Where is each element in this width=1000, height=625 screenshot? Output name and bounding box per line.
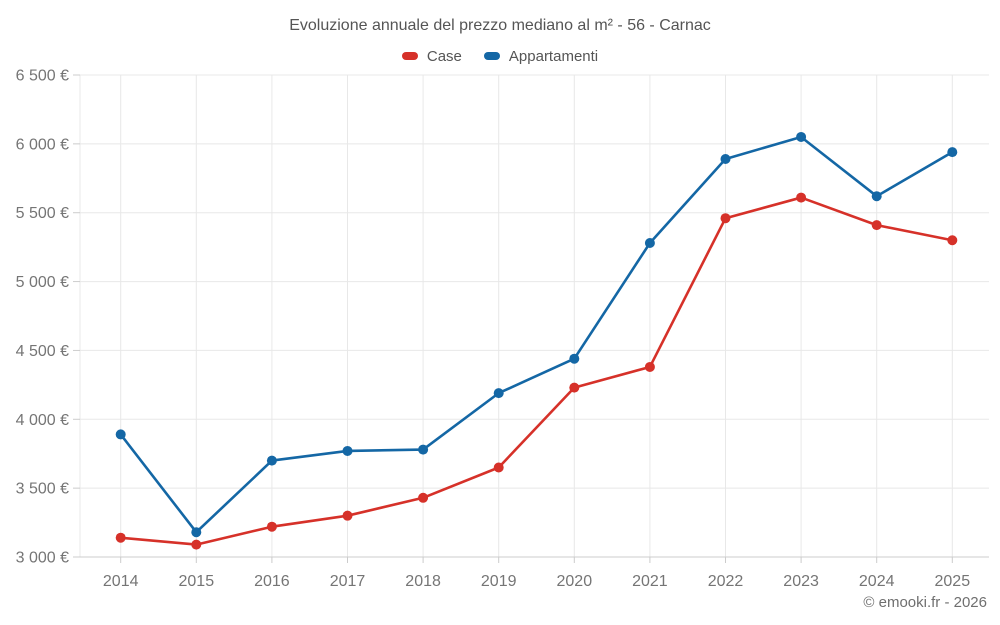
- data-point-appartamenti-2021[interactable]: [644, 238, 655, 249]
- data-point-case-2016[interactable]: [266, 521, 277, 532]
- data-point-appartamenti-2015[interactable]: [191, 527, 202, 538]
- data-point-case-2023[interactable]: [796, 192, 807, 203]
- x-tick-label: 2014: [103, 573, 139, 590]
- y-tick-label: 4 000 €: [16, 412, 69, 429]
- data-point-appartamenti-2019[interactable]: [493, 388, 504, 399]
- legend-item-appartamenti[interactable]: Appartamenti: [483, 47, 599, 65]
- y-tick-label: 4 500 €: [16, 343, 69, 360]
- legend-label-appartamenti: Appartamenti: [508, 47, 599, 65]
- data-point-appartamenti-2025[interactable]: [947, 147, 958, 158]
- x-tick-label: 2019: [481, 573, 517, 590]
- legend-label-case: Case: [426, 47, 462, 65]
- case-series-swatch-icon: [401, 52, 418, 60]
- data-point-case-2020[interactable]: [569, 382, 580, 393]
- data-point-appartamenti-2020[interactable]: [569, 353, 580, 364]
- copyright-credit: © emooki.fr - 2026: [863, 594, 987, 611]
- data-point-case-2019[interactable]: [493, 462, 504, 473]
- chart-title: Evoluzione annuale del prezzo mediano al…: [289, 17, 711, 34]
- x-tick-label: 2016: [254, 573, 290, 590]
- y-tick-label: 3 000 €: [16, 550, 69, 567]
- y-tick-label: 3 500 €: [16, 481, 69, 498]
- appartamenti-series-swatch-icon: [483, 52, 500, 60]
- x-tick-label: 2025: [935, 573, 971, 590]
- legend: Case Appartamenti: [0, 46, 1000, 66]
- data-point-case-2017[interactable]: [342, 510, 353, 521]
- data-point-case-2022[interactable]: [720, 213, 731, 224]
- x-tick-label: 2021: [632, 573, 668, 590]
- data-point-case-2018[interactable]: [418, 492, 429, 503]
- data-point-appartamenti-2014[interactable]: [115, 429, 126, 440]
- y-tick-label: 5 000 €: [16, 274, 69, 291]
- series-line-case: [119, 196, 954, 546]
- y-tick-label: 5 500 €: [16, 205, 69, 222]
- x-tick-label: 2023: [783, 573, 819, 590]
- y-tick-label: 6 500 €: [16, 68, 69, 85]
- x-tick-label: 2020: [557, 573, 593, 590]
- x-tick-label: 2022: [708, 573, 744, 590]
- data-point-appartamenti-2024[interactable]: [871, 191, 882, 202]
- data-point-appartamenti-2018[interactable]: [418, 444, 429, 455]
- data-point-appartamenti-2016[interactable]: [266, 455, 277, 466]
- y-tick-label: 6 000 €: [16, 136, 69, 153]
- data-point-appartamenti-2023[interactable]: [796, 131, 807, 142]
- data-point-case-2025[interactable]: [947, 235, 958, 246]
- data-point-case-2014[interactable]: [115, 532, 126, 543]
- data-point-case-2024[interactable]: [871, 220, 882, 231]
- data-point-appartamenti-2017[interactable]: [342, 445, 353, 456]
- data-point-case-2015[interactable]: [191, 539, 202, 550]
- legend-item-case[interactable]: Case: [401, 47, 462, 65]
- x-tick-label: 2017: [330, 573, 366, 590]
- series-line-appartamenti: [119, 135, 954, 534]
- data-point-case-2021[interactable]: [644, 361, 655, 372]
- data-point-appartamenti-2022[interactable]: [720, 154, 731, 165]
- x-tick-label: 2018: [405, 573, 441, 590]
- x-tick-label: 2024: [859, 573, 895, 590]
- x-tick-label: 2015: [179, 573, 215, 590]
